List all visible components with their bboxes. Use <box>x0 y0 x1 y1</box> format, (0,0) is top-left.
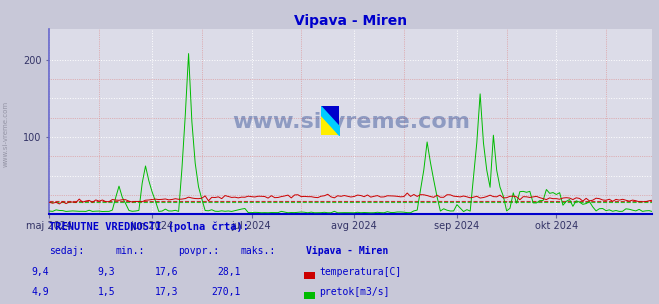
Text: 9,4: 9,4 <box>32 267 49 277</box>
Title: Vipava - Miren: Vipava - Miren <box>295 14 407 28</box>
Text: maks.:: maks.: <box>241 246 275 256</box>
Text: 28,1: 28,1 <box>217 267 241 277</box>
Text: www.si-vreme.com: www.si-vreme.com <box>232 112 470 132</box>
Text: 9,3: 9,3 <box>98 267 115 277</box>
Text: www.si-vreme.com: www.si-vreme.com <box>2 101 9 167</box>
Text: 1,5: 1,5 <box>98 287 115 297</box>
Polygon shape <box>321 106 339 135</box>
Text: temperatura[C]: temperatura[C] <box>319 267 401 277</box>
Text: Vipava - Miren: Vipava - Miren <box>306 246 389 256</box>
Text: 4,9: 4,9 <box>32 287 49 297</box>
Polygon shape <box>321 106 339 135</box>
Text: 270,1: 270,1 <box>211 287 241 297</box>
Text: povpr.:: povpr.: <box>178 246 219 256</box>
Text: 17,6: 17,6 <box>154 267 178 277</box>
Text: min.:: min.: <box>115 246 145 256</box>
Text: sedaj:: sedaj: <box>49 246 84 256</box>
Text: 17,3: 17,3 <box>154 287 178 297</box>
Text: TRENUTNE VREDNOSTI (polna črta):: TRENUTNE VREDNOSTI (polna črta): <box>49 221 249 232</box>
Text: pretok[m3/s]: pretok[m3/s] <box>319 287 389 297</box>
